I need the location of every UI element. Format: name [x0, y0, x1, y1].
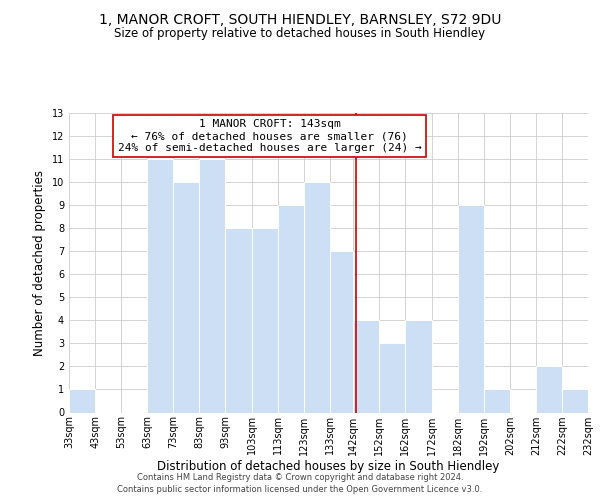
- Text: Contains public sector information licensed under the Open Government Licence v3: Contains public sector information licen…: [118, 485, 482, 494]
- Bar: [251, 228, 278, 412]
- Bar: [562, 390, 588, 412]
- Bar: [379, 344, 406, 412]
- Text: 1, MANOR CROFT, SOUTH HIENDLEY, BARNSLEY, S72 9DU: 1, MANOR CROFT, SOUTH HIENDLEY, BARNSLEY…: [99, 12, 501, 26]
- Bar: [226, 228, 251, 412]
- Bar: [458, 205, 484, 412]
- Bar: [173, 182, 199, 412]
- Bar: [147, 158, 173, 412]
- Bar: [199, 158, 226, 412]
- Bar: [406, 320, 431, 412]
- Bar: [484, 390, 510, 412]
- X-axis label: Distribution of detached houses by size in South Hiendley: Distribution of detached houses by size …: [157, 460, 500, 473]
- Text: Size of property relative to detached houses in South Hiendley: Size of property relative to detached ho…: [115, 28, 485, 40]
- Bar: [353, 320, 379, 412]
- Y-axis label: Number of detached properties: Number of detached properties: [33, 170, 46, 356]
- Bar: [278, 205, 304, 412]
- Bar: [69, 390, 95, 412]
- Text: 1 MANOR CROFT: 143sqm
← 76% of detached houses are smaller (76)
24% of semi-deta: 1 MANOR CROFT: 143sqm ← 76% of detached …: [118, 120, 422, 152]
- Bar: [304, 182, 330, 412]
- Text: Contains HM Land Registry data © Crown copyright and database right 2024.: Contains HM Land Registry data © Crown c…: [137, 472, 463, 482]
- Bar: [536, 366, 562, 412]
- Bar: [330, 251, 353, 412]
